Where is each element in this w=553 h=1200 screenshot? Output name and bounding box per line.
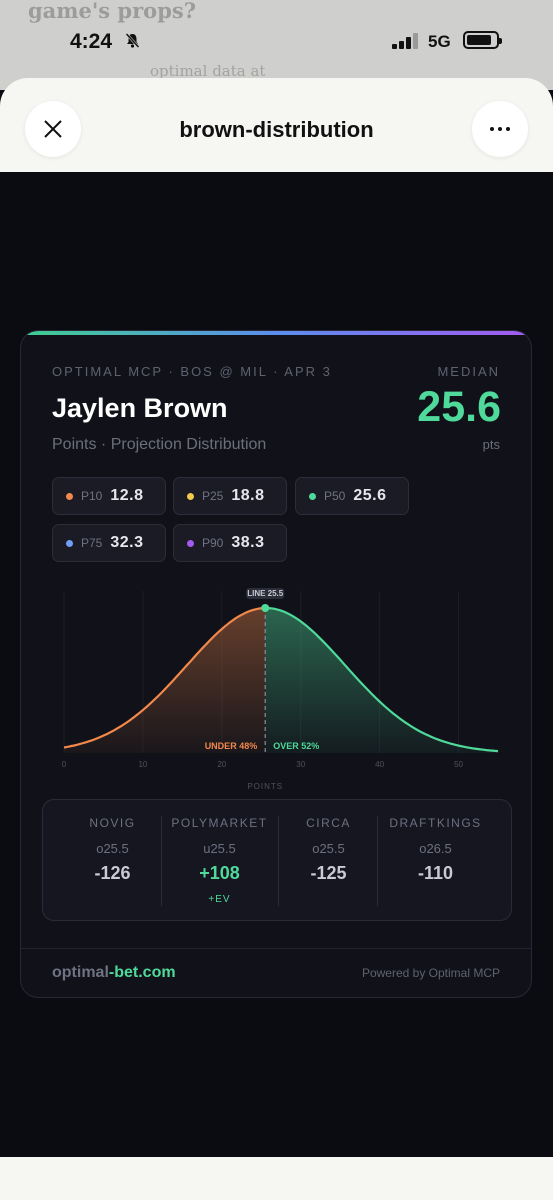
- book-line: o26.5: [419, 841, 452, 856]
- book-line: o25.5: [96, 841, 129, 856]
- percentile-label: P10: [81, 489, 103, 503]
- player-name: Jaylen Brown: [52, 393, 228, 423]
- x-tick-label: 10: [138, 760, 147, 769]
- median-value: 25.6: [417, 383, 501, 431]
- under-area: [64, 608, 266, 753]
- book-polymarket[interactable]: POLYMARKET u25.5 +108 +EV: [161, 800, 278, 922]
- divider: [278, 816, 279, 906]
- brand-part: optimal: [52, 964, 109, 981]
- book-odds: -110: [417, 863, 454, 883]
- line-dot: [261, 604, 270, 613]
- percentile-label: P90: [202, 536, 224, 550]
- x-tick-label: 0: [62, 760, 67, 769]
- divider: [377, 816, 378, 906]
- x-axis-label: POINTS: [247, 782, 283, 791]
- status-bar: 4:24 5G: [0, 0, 553, 80]
- percentile-pill-p10: P10 12.8: [52, 477, 166, 515]
- book-name: NOVIG: [89, 816, 136, 830]
- more-icon: [490, 127, 510, 131]
- book-name: DRAFTKINGS: [389, 816, 482, 830]
- divider: [161, 816, 162, 906]
- over-area: [265, 608, 498, 753]
- card-meta: OPTIMAL MCP · BOS @ MIL · APR 3: [52, 364, 332, 379]
- powered-by: Powered by Optimal MCP: [361, 966, 500, 980]
- x-tick-label: 50: [454, 760, 463, 769]
- p10-dot: [66, 492, 73, 500]
- line-tag: [246, 588, 285, 599]
- close-button[interactable]: [25, 101, 81, 157]
- p25-dot: [187, 492, 194, 500]
- book-odds: -126: [94, 863, 131, 883]
- background-text: optimal data at: [150, 62, 266, 80]
- accent-bar: [21, 331, 531, 335]
- card-subtitle: Points · Projection Distribution: [52, 436, 267, 453]
- p50-dot: [309, 492, 316, 500]
- network-label: 5G: [428, 32, 451, 51]
- under-curve: [63, 606, 266, 749]
- book-line: u25.5: [203, 841, 236, 856]
- percentile-label: P25: [202, 489, 224, 503]
- book-line: o25.5: [312, 841, 345, 856]
- median-label: MEDIAN: [437, 364, 500, 379]
- over-label: OVER 52%: [273, 741, 319, 751]
- sheet-header: brown-distribution: [0, 78, 553, 172]
- median-unit: pts: [482, 437, 500, 452]
- percentile-label: P50: [324, 489, 346, 503]
- book-odds: +108: [199, 863, 240, 883]
- percentile-value: 18.8: [231, 487, 265, 504]
- book-draftkings[interactable]: DRAFTKINGS o26.5 -110: [377, 800, 494, 922]
- projection-card: OPTIMAL MCP · BOS @ MIL · APR 3 MEDIAN J…: [20, 330, 532, 998]
- percentile-value: 38.3: [231, 534, 265, 551]
- brand-part: -bet.com: [108, 964, 176, 981]
- percentile-value: 12.8: [110, 487, 144, 504]
- percentile-pill-p25: P25 18.8: [173, 477, 287, 515]
- more-button[interactable]: [472, 101, 528, 157]
- percentile-value: 32.3: [110, 534, 144, 551]
- signal-icon: [392, 33, 420, 49]
- book-name: CIRCA: [306, 816, 351, 830]
- percentile-pill-p50: P50 25.6: [295, 477, 409, 515]
- x-tick-label: 40: [375, 760, 384, 769]
- bottom-bar: [0, 1157, 553, 1200]
- book-circa[interactable]: CIRCA o25.5 -125: [270, 800, 387, 922]
- footer-brand[interactable]: optimal-bet.com: [52, 964, 176, 982]
- percentile-pill-p90: P90 38.3: [173, 524, 287, 562]
- x-tick-label: 20: [217, 760, 226, 769]
- sportsbook-odds-panel: NOVIG o25.5 -126 POLYMARKET u25.5 +108 +…: [42, 799, 512, 921]
- percentile-pill-p75: P75 32.3: [52, 524, 166, 562]
- over-curve: [265, 606, 499, 753]
- close-icon: [44, 120, 62, 138]
- bell-muted-icon: [124, 32, 141, 54]
- footer-divider: [21, 948, 531, 949]
- background-chat: game's props? optimal data at: [0, 0, 553, 90]
- percentile-label: P75: [81, 536, 103, 550]
- percentile-value: 25.6: [353, 487, 387, 504]
- x-tick-label: 30: [296, 760, 305, 769]
- distribution-chart: LINE 25.5 UNDER 48% OVER 52% 0 10 20 30 40 50…: [62, 588, 499, 791]
- book-odds: -125: [310, 863, 347, 883]
- line-tag-label: LINE 25.5: [247, 589, 284, 598]
- sheet-title: brown-distribution: [179, 117, 374, 142]
- p90-dot: [187, 539, 194, 547]
- book-name: POLYMARKET: [171, 816, 268, 830]
- ev-badge: +EV: [208, 894, 231, 905]
- book-novig[interactable]: NOVIG o25.5 -126: [54, 800, 171, 922]
- status-time: 4:24: [70, 30, 113, 53]
- p75-dot: [66, 539, 73, 547]
- battery-icon: [463, 31, 502, 49]
- background-text: game's props?: [28, 0, 196, 23]
- under-label: UNDER 48%: [205, 741, 258, 751]
